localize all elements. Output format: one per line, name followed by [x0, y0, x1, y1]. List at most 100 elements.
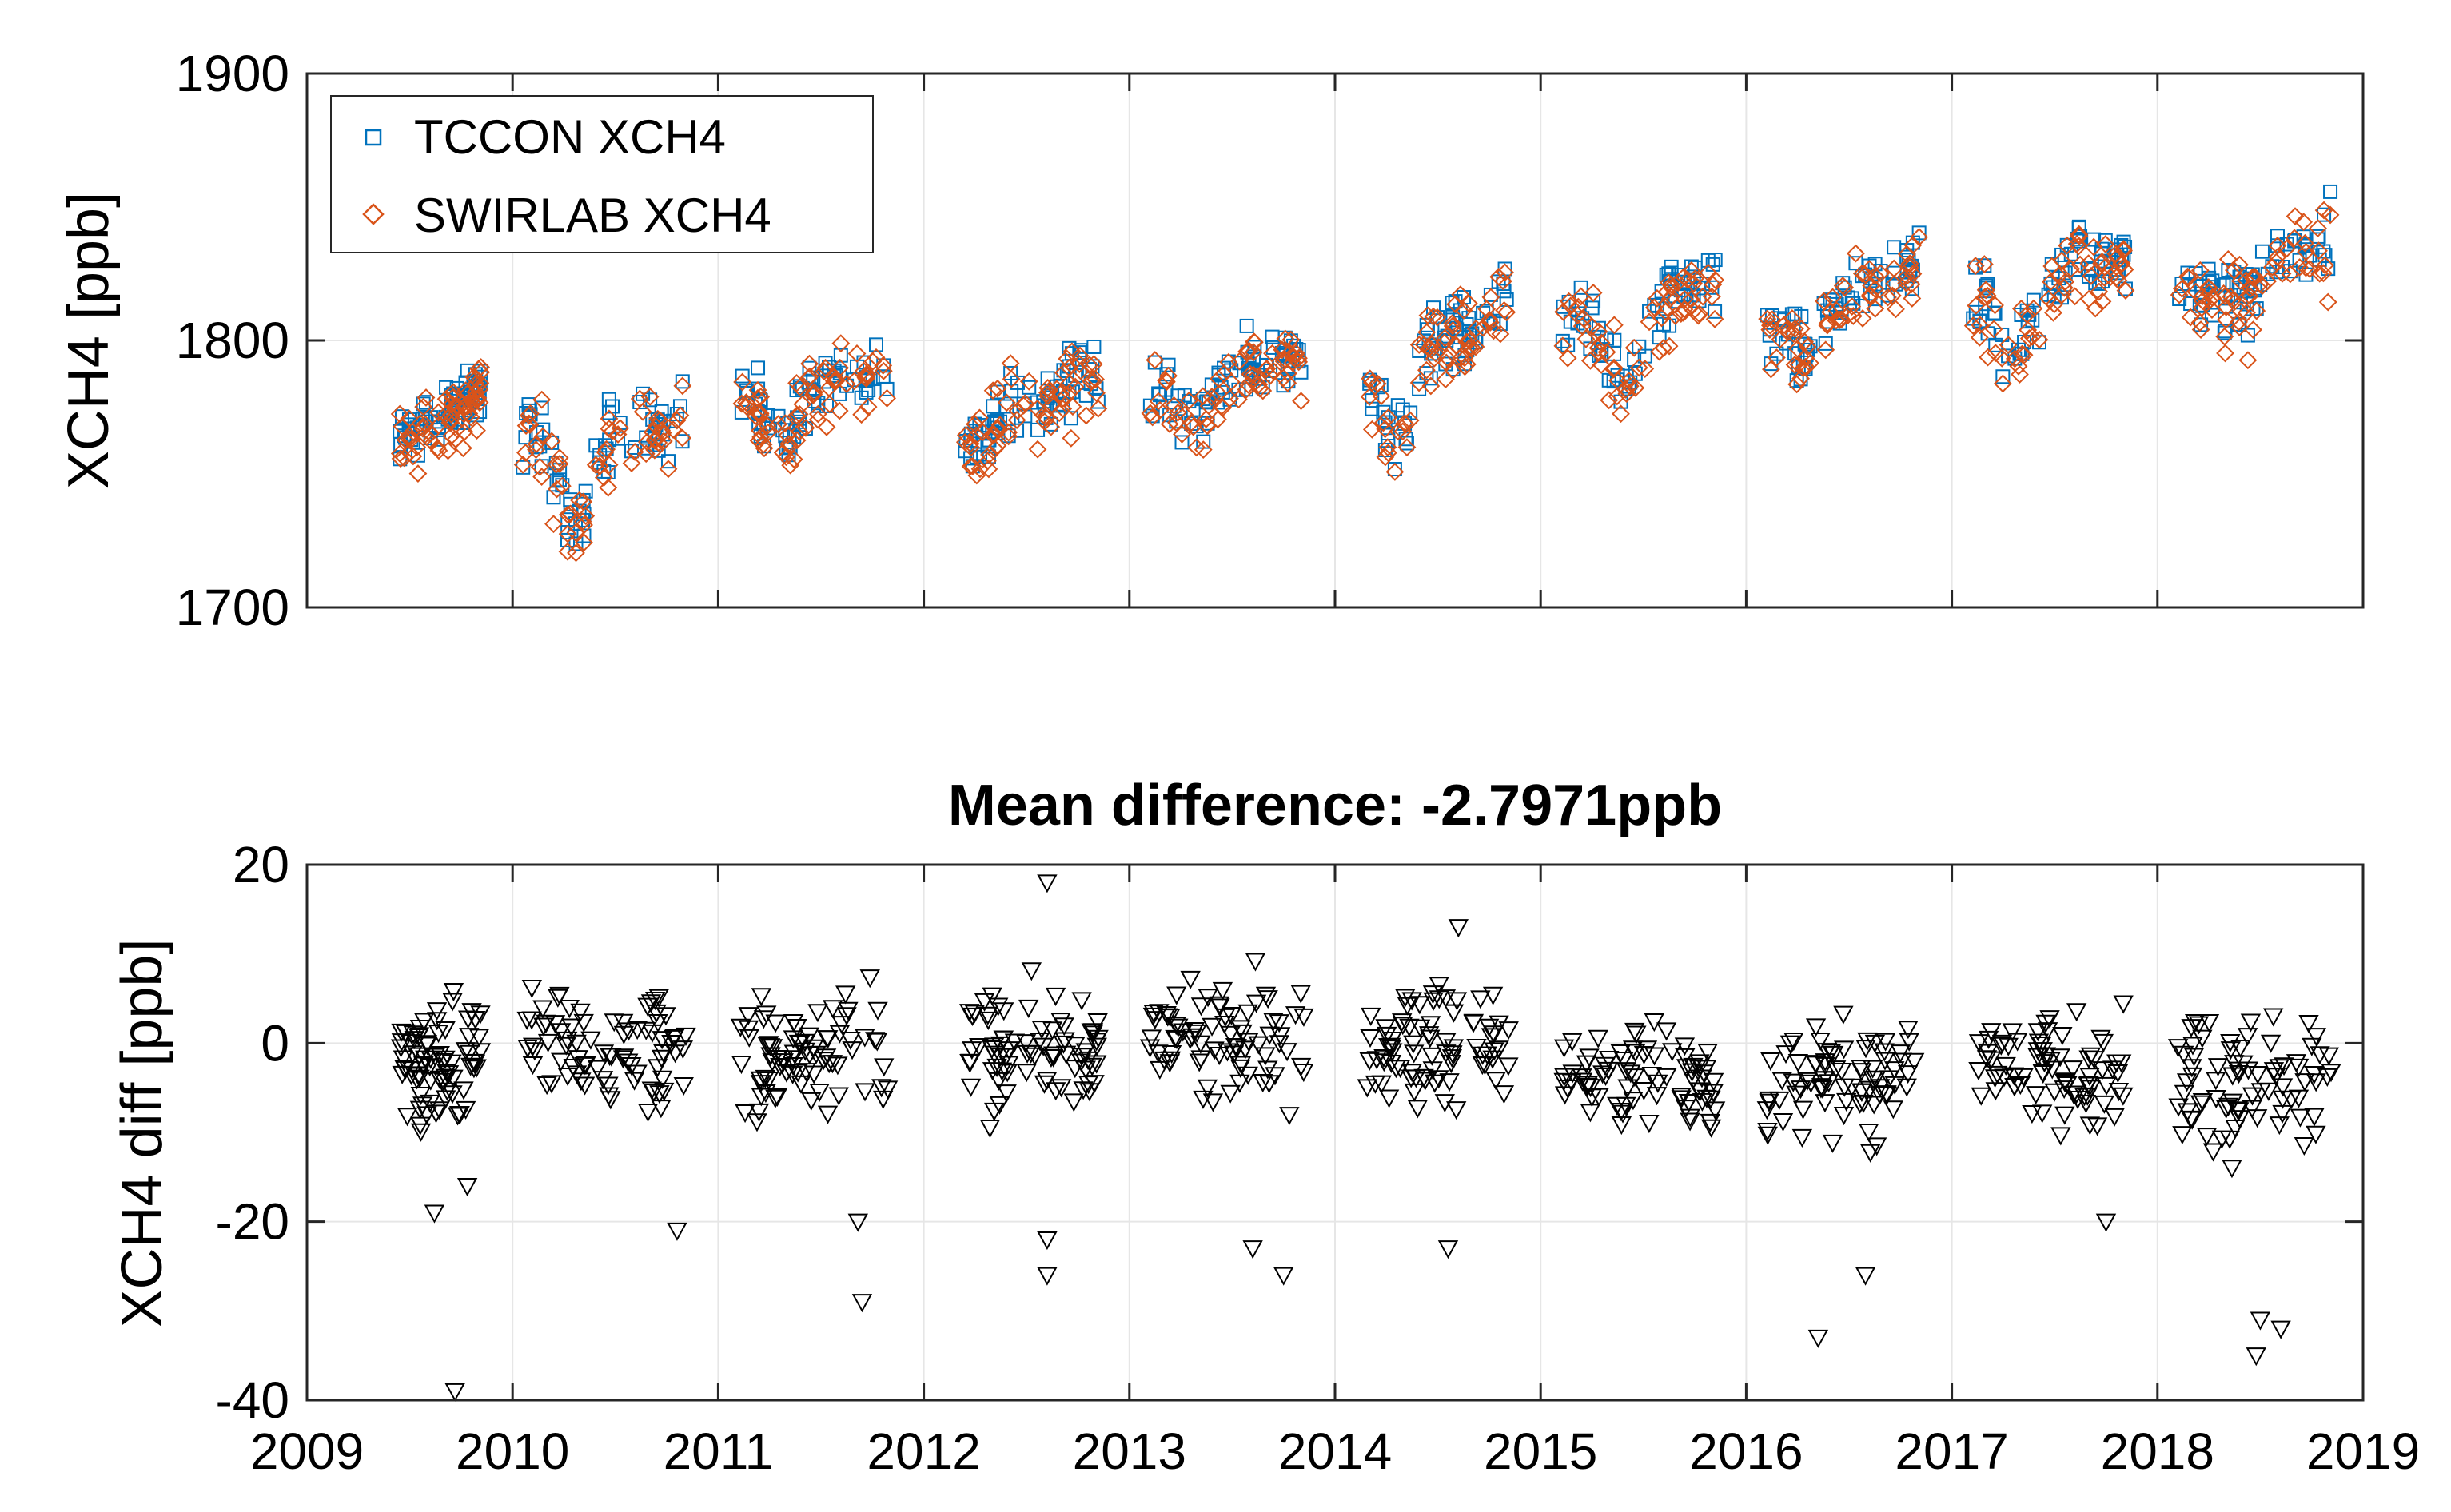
swirlab-point [1684, 274, 1704, 293]
diff-point [1757, 1122, 1778, 1142]
diff-point [835, 985, 856, 1005]
diff-point [2182, 1037, 2203, 1056]
diff-point [877, 1080, 899, 1100]
swirlab-point [751, 421, 769, 440]
diff-point [464, 1054, 486, 1073]
swirlab-point [548, 479, 566, 499]
swirlab-point [1451, 285, 1470, 304]
diff-point [1202, 1017, 1222, 1037]
diff-point [984, 1102, 1005, 1121]
diff-point [395, 1024, 416, 1043]
swirlab-point [1816, 340, 1835, 360]
diff-point [1197, 1079, 1218, 1098]
swirlab-point [590, 456, 609, 475]
diff-point [1229, 1059, 1251, 1078]
diff-point [1046, 1082, 1066, 1101]
diff-point [1757, 1126, 1778, 1145]
diff-point [1145, 1011, 1166, 1030]
diff-point [673, 1076, 694, 1096]
diff-point [561, 1018, 582, 1037]
swirlab-point [2268, 248, 2287, 267]
diff-point [1190, 997, 1212, 1017]
diff-point [842, 1041, 863, 1060]
diff-point [426, 1002, 448, 1021]
swirlab-point [1239, 375, 1257, 394]
swirlab-point [1477, 300, 1497, 319]
swirlab-point [1588, 339, 1608, 357]
swirlab-point [1230, 352, 1249, 371]
tccon-point [1794, 308, 1809, 324]
diff-point [1689, 1054, 1710, 1073]
swirlab-point [1257, 360, 1277, 378]
tccon-point [394, 409, 409, 424]
tccon-point [1499, 292, 1514, 307]
swirlab-point [2310, 264, 2329, 283]
swirlab-point [2054, 278, 2074, 297]
swirlab-point [404, 447, 423, 466]
diff-point [1253, 1074, 1273, 1093]
diff-point [592, 1071, 614, 1090]
swirlab-point [1084, 355, 1103, 374]
tccon-point [2172, 292, 2187, 307]
swirlab-point [1428, 308, 1447, 327]
swirlab-point [1379, 444, 1397, 462]
diff-point [1375, 1019, 1396, 1038]
diff-point [2010, 1076, 2031, 1096]
top-ytick-label: 1900 [176, 45, 289, 102]
diff-point [1071, 992, 1092, 1011]
diff-point [2306, 1073, 2326, 1092]
diff-point [1277, 1043, 1297, 1062]
swirlab-point [468, 421, 486, 440]
tccon-point [1591, 320, 1606, 336]
diff-point [998, 1041, 1019, 1060]
swirlab-point [787, 431, 807, 450]
tccon-point [1151, 386, 1166, 401]
swirlab-point [1626, 378, 1645, 397]
swirlab-point [1576, 329, 1596, 348]
diff-point [556, 1031, 578, 1051]
diff-point [613, 1048, 635, 1068]
diff-point [1257, 1060, 1278, 1080]
swirlab-point [1019, 372, 1038, 391]
diff-point [2294, 1073, 2315, 1092]
swirlab-point [411, 414, 430, 433]
swirlab-point [1883, 286, 1902, 305]
swirlab-point [2019, 320, 2038, 340]
diff-point [429, 1101, 450, 1120]
swirlab-point [779, 435, 798, 453]
diff-point [1498, 1021, 1519, 1040]
swirlab-point [1417, 360, 1436, 380]
tccon-point [1555, 333, 1570, 348]
tccon-point [578, 483, 593, 499]
tccon-point [568, 536, 584, 551]
diff-point [783, 1030, 804, 1049]
diff-point [2063, 1085, 2084, 1104]
diff-point [522, 1037, 544, 1056]
swirlab-point [608, 425, 628, 444]
swirlab-point [1978, 286, 1997, 305]
diff-point [1202, 1093, 1224, 1112]
diff-point [1620, 1064, 1641, 1084]
swirlab-point [2067, 234, 2086, 253]
swirlab-point [1480, 310, 1499, 329]
swirlab-point [1761, 360, 1780, 379]
diff-point [573, 1013, 594, 1033]
swirlab-point [1160, 415, 1179, 434]
swirlab-point [1592, 356, 1611, 374]
swirlab-point [1760, 320, 1779, 340]
diff-point [2216, 1100, 2237, 1119]
diff-point [750, 1071, 771, 1090]
diff-point [464, 1060, 484, 1079]
diff-point [1984, 1069, 2006, 1088]
swirlab-point [980, 445, 998, 464]
diff-point [1150, 1060, 1170, 1080]
swirlab-point [390, 404, 409, 424]
swirlab-point [781, 456, 800, 475]
swirlab-point [2240, 287, 2259, 305]
swirlab-point [2244, 320, 2262, 340]
swirlab-point [1455, 348, 1474, 368]
diff-point [1166, 1017, 1186, 1036]
swirlab-point [1466, 319, 1485, 338]
swirlab-point [962, 438, 981, 457]
diff-point [989, 1096, 1010, 1115]
